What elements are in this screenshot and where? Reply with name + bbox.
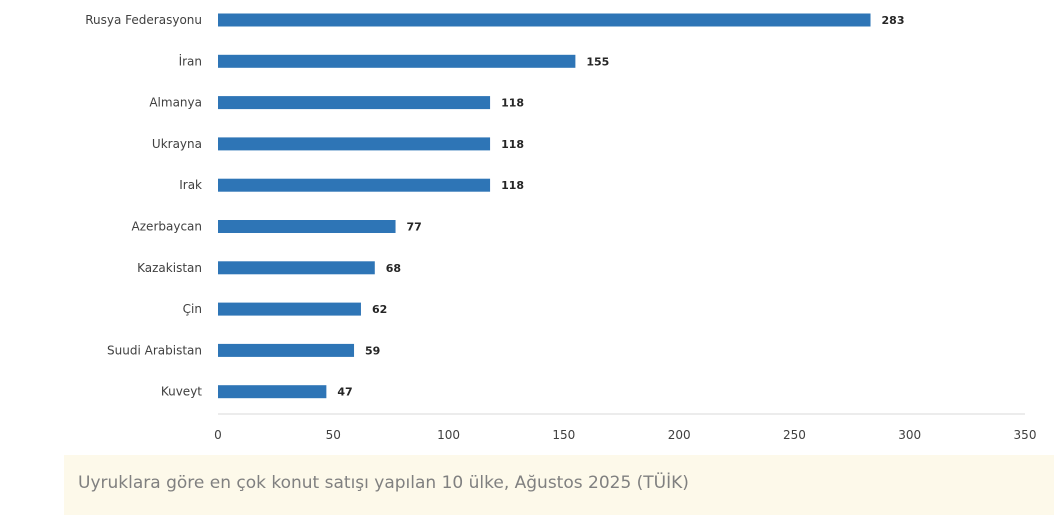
category-label: Suudi Arabistan xyxy=(107,343,202,357)
bar-chart: Rusya Federasyonu 283 İran 155 Almanya 118 Ukr… xyxy=(85,13,1037,442)
category-label: Irak xyxy=(179,178,202,192)
chart-caption: Uyruklara göre en çok konut satışı yapıl… xyxy=(78,473,689,493)
bar-2 xyxy=(218,96,491,110)
x-tick-label: 150 xyxy=(552,428,575,442)
category-label: Çin xyxy=(183,302,202,316)
bar-1 xyxy=(218,54,576,68)
x-tick-label: 250 xyxy=(783,428,806,442)
data-label: 118 xyxy=(501,179,524,192)
category-label: Kazakistan xyxy=(137,261,202,275)
x-tick-label: 50 xyxy=(326,428,341,442)
x-tick-label: 300 xyxy=(898,428,921,442)
data-label: 47 xyxy=(337,386,352,399)
category-label: Ukrayna xyxy=(152,137,202,151)
data-label: 77 xyxy=(407,221,422,234)
data-label: 62 xyxy=(372,303,387,316)
data-label: 59 xyxy=(365,344,380,357)
bar-4 xyxy=(218,178,491,192)
data-label: 118 xyxy=(501,138,524,151)
data-label: 283 xyxy=(882,14,905,27)
bar-7 xyxy=(218,302,361,316)
category-label: Kuveyt xyxy=(161,385,202,399)
bar-3 xyxy=(218,137,491,151)
category-label: Rusya Federasyonu xyxy=(85,13,202,27)
x-tick-label: 0 xyxy=(214,428,222,442)
category-label: İran xyxy=(179,53,202,68)
x-tick-label: 100 xyxy=(437,428,460,442)
x-tick-label: 350 xyxy=(1014,428,1037,442)
bar-0 xyxy=(218,13,871,27)
bar-9 xyxy=(218,385,327,399)
data-label: 118 xyxy=(501,97,524,110)
bar-5 xyxy=(218,220,396,233)
data-label: 68 xyxy=(386,262,401,275)
category-label: Azerbaycan xyxy=(132,220,202,234)
category-label: Almanya xyxy=(149,96,202,110)
caption-box: Uyruklara göre en çok konut satışı yapıl… xyxy=(64,455,1054,515)
bar-6 xyxy=(218,261,375,275)
x-tick-label: 200 xyxy=(668,428,691,442)
bar-8 xyxy=(218,343,355,357)
data-label: 155 xyxy=(586,55,609,68)
